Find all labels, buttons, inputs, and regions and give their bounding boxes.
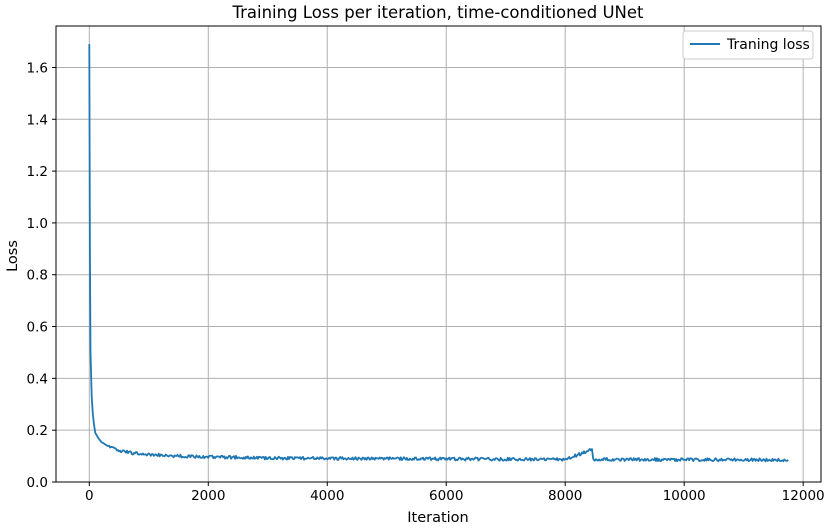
x-tick-label: 8000 xyxy=(548,488,582,504)
x-tick-label: 0 xyxy=(85,488,94,504)
y-tick-label: 1.4 xyxy=(27,112,48,128)
y-tick-label: 0.6 xyxy=(27,320,48,336)
y-tick-label: 0.0 xyxy=(27,475,48,491)
x-tick-label: 4000 xyxy=(310,488,344,504)
series-line-traning-loss xyxy=(88,44,789,463)
y-tick-label: 1.2 xyxy=(27,164,48,180)
x-tick-label: 12000 xyxy=(782,488,825,504)
y-tick-label: 0.4 xyxy=(27,371,48,387)
y-axis-label: Loss xyxy=(5,240,21,272)
legend-box xyxy=(682,30,814,60)
y-tick-label: 1.0 xyxy=(27,216,48,232)
plot-frame xyxy=(55,25,822,483)
legend-label-traning-loss: Traning loss xyxy=(726,37,810,53)
x-tick-label: 6000 xyxy=(429,488,463,504)
chart-title: Training Loss per iteration, time-condit… xyxy=(231,3,644,22)
series-layer xyxy=(88,44,789,463)
y-tick-label: 1.6 xyxy=(27,60,48,76)
axis-ticks: 0 2000 4000 6000 8000 10000 12000 0.0 0.2 0.4 0.6 0… xyxy=(27,60,825,504)
legend: Traning loss xyxy=(682,30,814,60)
x-axis-label: Iteration xyxy=(407,510,469,526)
x-tick-label: 10000 xyxy=(663,488,706,504)
y-tick-label: 0.8 xyxy=(27,268,48,284)
x-tick-label: 2000 xyxy=(191,488,225,504)
y-tick-label: 0.2 xyxy=(27,423,48,439)
